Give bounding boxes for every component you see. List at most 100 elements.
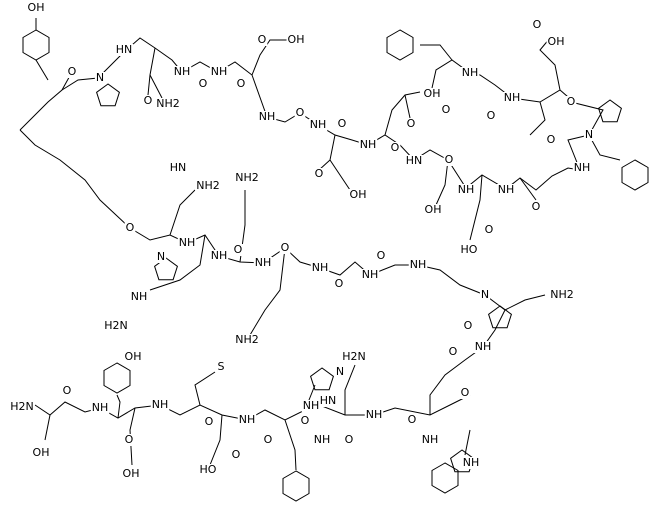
bond — [404, 94, 411, 119]
label-bg — [406, 414, 418, 426]
label-bg — [142, 95, 154, 107]
label-bg — [257, 111, 277, 123]
atom-label: O — [199, 77, 208, 90]
label-bg — [235, 78, 247, 90]
label-bg — [456, 184, 476, 196]
atom-label: NH — [574, 161, 591, 174]
label-bg — [129, 291, 149, 303]
label-bg — [461, 457, 481, 469]
label-bg — [26, 2, 46, 14]
label-bg — [462, 320, 474, 332]
atom-label: S — [218, 360, 225, 373]
label-bg — [177, 237, 197, 249]
label-bg — [348, 189, 368, 201]
atom-label: NH — [259, 110, 276, 123]
bond — [44, 414, 51, 441]
label-bg — [364, 409, 384, 421]
label-bg — [531, 19, 543, 31]
label-bg — [389, 142, 401, 154]
label-bg — [150, 399, 170, 411]
atom-label: NH — [410, 258, 427, 271]
label-bg — [197, 78, 209, 90]
atom-label: OH — [424, 87, 441, 100]
atom-label: HN — [320, 394, 337, 407]
bond — [329, 159, 351, 191]
label-bg — [66, 66, 78, 78]
ring — [598, 99, 622, 123]
atom-label: O — [532, 200, 541, 213]
label-bg — [234, 334, 260, 346]
label-bg — [422, 88, 442, 100]
bonds — [19, 18, 649, 502]
atom-label: NH — [131, 290, 148, 303]
bond — [129, 407, 136, 466]
label-bg — [408, 259, 428, 271]
ring — [431, 462, 459, 494]
bond — [435, 159, 449, 206]
atom-label: O — [205, 415, 214, 428]
label-bg — [310, 262, 330, 274]
atom-label: NH — [239, 413, 256, 426]
label-bg — [232, 244, 244, 256]
label-bg — [312, 434, 332, 446]
label-bg — [447, 346, 459, 358]
atom-label: NH — [462, 66, 479, 79]
label-bg — [168, 162, 188, 174]
atom-label: NH — [92, 401, 109, 414]
bond — [19, 129, 506, 415]
atom-label: O — [464, 319, 473, 332]
bond — [519, 177, 537, 201]
label-bg — [343, 434, 355, 446]
atom-label: NH — [504, 91, 521, 104]
ring — [22, 29, 50, 61]
atom-label: NH — [303, 399, 320, 412]
label-bg — [375, 250, 387, 262]
label-bg — [483, 224, 495, 236]
label-bg — [230, 449, 242, 461]
atom-label: H2N — [104, 319, 128, 332]
label-bg — [155, 98, 181, 110]
atom-label: O — [296, 106, 305, 119]
atom-label: NH — [366, 408, 383, 421]
label-bg — [460, 67, 480, 79]
label-bg — [294, 107, 306, 119]
atom-label: O — [126, 221, 135, 234]
label-bg — [31, 447, 51, 459]
label-bg — [405, 118, 417, 130]
atom-label: N — [157, 250, 165, 263]
label-bg — [404, 155, 424, 167]
atom-label: OH — [288, 33, 305, 46]
label-bg — [423, 204, 443, 216]
bond — [465, 167, 581, 191]
bond — [149, 74, 163, 99]
atom-label: NH — [174, 65, 191, 78]
atom-label: N — [585, 128, 593, 141]
atom-label: O — [237, 77, 246, 90]
label-bg — [301, 400, 321, 412]
bond — [169, 189, 196, 236]
atom-label: O — [408, 413, 417, 426]
label-bg — [121, 468, 141, 480]
label-bg — [459, 387, 471, 399]
bond — [384, 91, 421, 136]
label-bg — [565, 96, 577, 108]
bond — [344, 364, 356, 415]
atom-label: O — [407, 117, 416, 130]
label-bg — [61, 385, 73, 397]
atom-label: O — [335, 277, 344, 290]
label-bg — [9, 401, 35, 413]
bond — [147, 47, 156, 96]
label-bg — [313, 168, 325, 180]
label-bg — [286, 34, 306, 46]
bond — [420, 44, 453, 61]
atom-label: NH — [360, 138, 377, 151]
atom-label: NH — [475, 340, 492, 353]
bond — [251, 39, 290, 76]
label-bg — [473, 341, 493, 353]
label-bg — [440, 104, 452, 116]
atom-label: O — [345, 433, 354, 446]
atom-label: O — [68, 65, 77, 78]
atom-label: OH — [123, 467, 140, 480]
atom-label: OH — [28, 1, 45, 14]
atom-label: O — [391, 141, 400, 154]
